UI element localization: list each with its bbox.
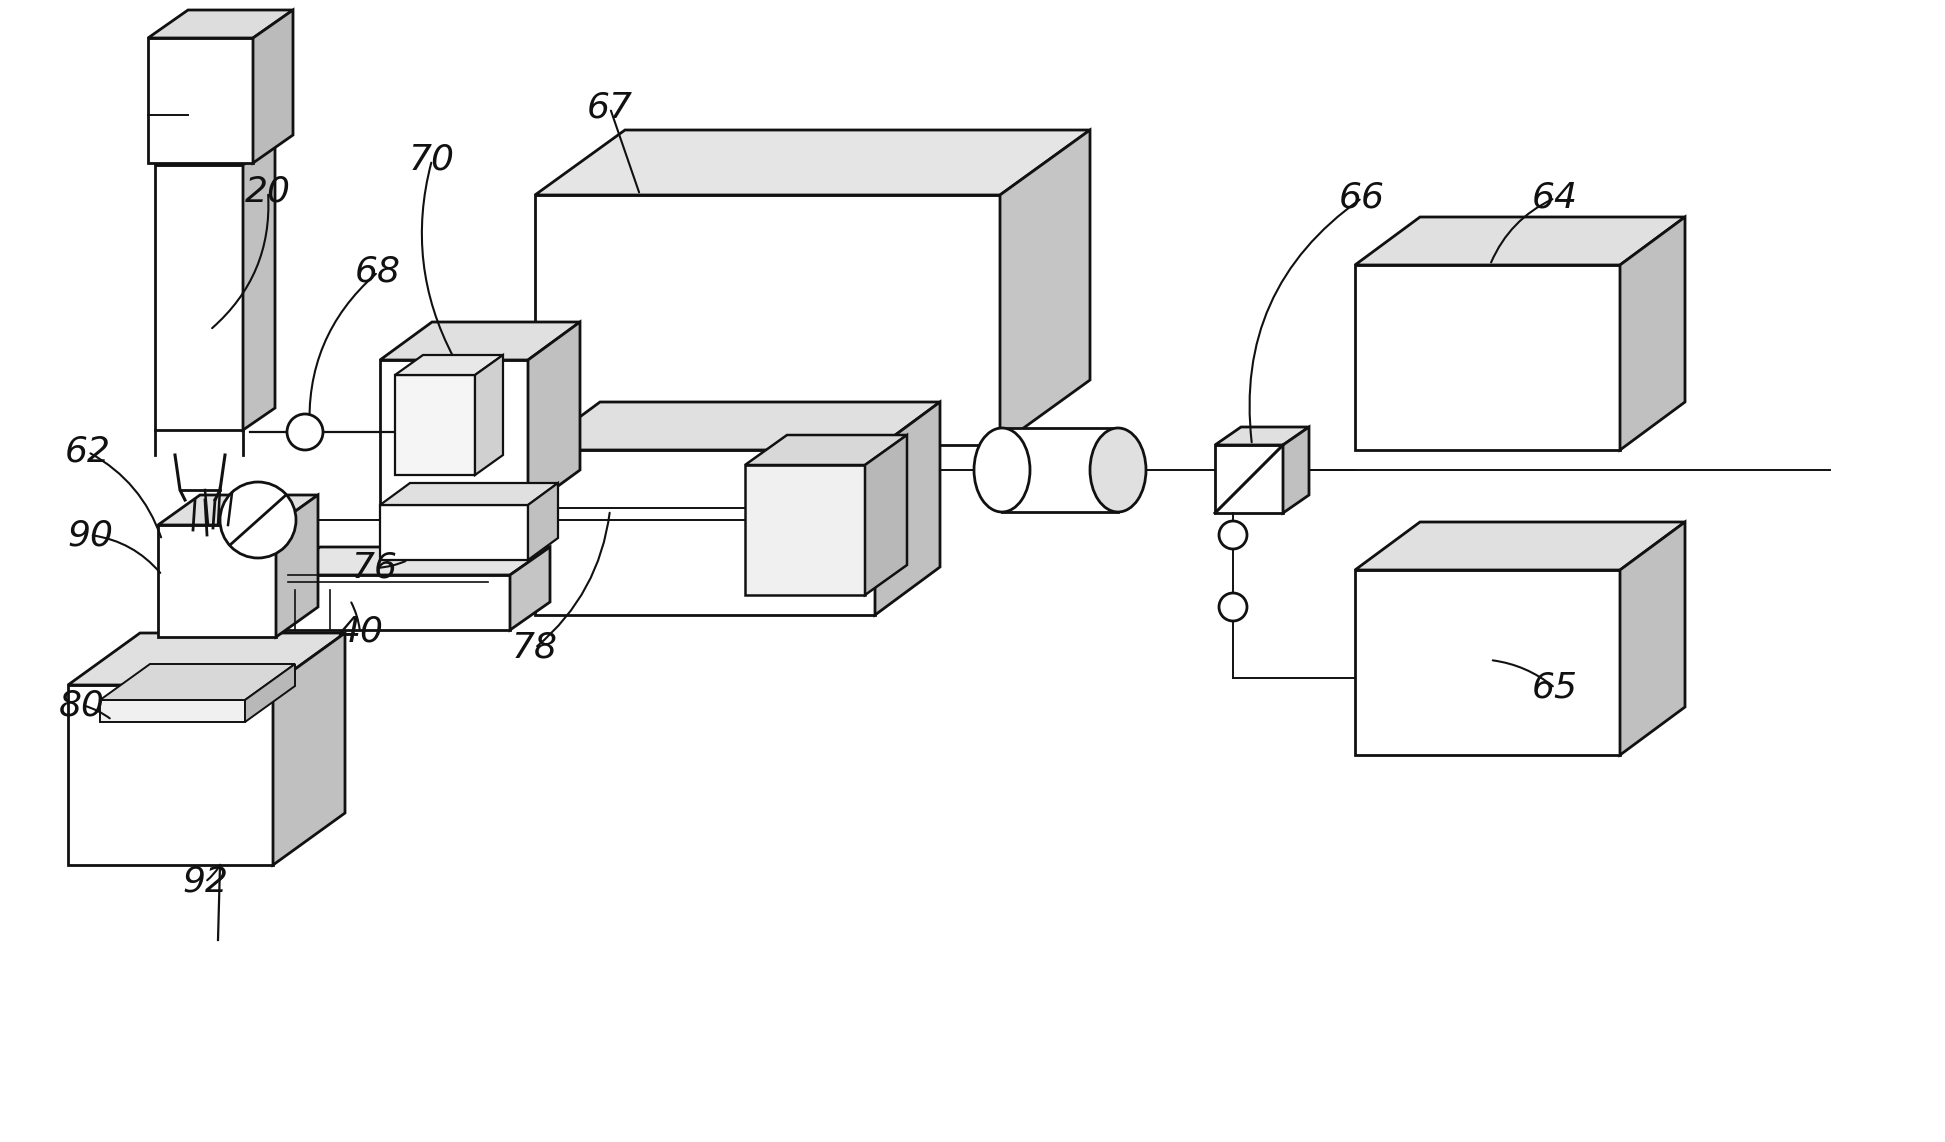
Polygon shape (1356, 570, 1620, 755)
Polygon shape (395, 355, 504, 375)
Polygon shape (535, 402, 939, 450)
Polygon shape (1356, 217, 1684, 265)
Polygon shape (1620, 217, 1684, 450)
Circle shape (1220, 521, 1247, 549)
Text: 65: 65 (1533, 671, 1577, 705)
Polygon shape (156, 164, 243, 431)
Polygon shape (272, 633, 344, 864)
Polygon shape (99, 664, 296, 700)
Polygon shape (245, 664, 296, 722)
Polygon shape (243, 143, 274, 431)
Polygon shape (179, 617, 286, 637)
Polygon shape (535, 195, 1000, 445)
Polygon shape (68, 633, 344, 685)
Polygon shape (1002, 428, 1118, 512)
Polygon shape (68, 685, 272, 864)
Polygon shape (179, 637, 259, 689)
Circle shape (220, 482, 296, 558)
Polygon shape (1356, 265, 1620, 450)
Polygon shape (1620, 522, 1684, 755)
Polygon shape (875, 402, 939, 616)
Polygon shape (1356, 522, 1684, 570)
Polygon shape (158, 525, 276, 637)
Polygon shape (156, 143, 274, 164)
Circle shape (288, 415, 323, 450)
Polygon shape (535, 130, 1089, 195)
Polygon shape (745, 465, 866, 595)
Text: 90: 90 (66, 518, 113, 552)
Text: 64: 64 (1533, 180, 1577, 215)
Text: 70: 70 (408, 143, 455, 177)
Ellipse shape (1089, 428, 1146, 512)
Polygon shape (379, 360, 527, 508)
Polygon shape (1216, 445, 1284, 513)
Polygon shape (379, 505, 527, 560)
Text: 76: 76 (352, 550, 399, 585)
Polygon shape (866, 435, 906, 595)
Text: 67: 67 (587, 91, 632, 124)
Text: 78: 78 (512, 632, 558, 665)
Polygon shape (527, 322, 580, 508)
Text: 20: 20 (245, 175, 292, 209)
Polygon shape (253, 10, 294, 163)
Polygon shape (158, 494, 317, 525)
Polygon shape (527, 483, 558, 560)
Polygon shape (745, 435, 906, 465)
Text: 68: 68 (356, 255, 401, 289)
Polygon shape (1000, 130, 1089, 445)
Text: 92: 92 (183, 864, 228, 899)
Circle shape (1220, 593, 1247, 621)
Polygon shape (510, 547, 550, 630)
Polygon shape (148, 10, 294, 38)
Polygon shape (1284, 427, 1309, 513)
Ellipse shape (974, 428, 1031, 512)
Polygon shape (395, 375, 475, 475)
Polygon shape (475, 355, 504, 475)
Text: 80: 80 (58, 687, 105, 722)
Polygon shape (379, 322, 580, 360)
Polygon shape (280, 576, 510, 630)
Polygon shape (99, 700, 245, 722)
Text: 40: 40 (336, 616, 383, 649)
Text: 66: 66 (1338, 180, 1385, 215)
Polygon shape (259, 617, 286, 689)
Polygon shape (1216, 427, 1309, 445)
Polygon shape (280, 547, 550, 576)
Polygon shape (535, 450, 875, 616)
Polygon shape (379, 483, 558, 505)
Text: 62: 62 (64, 435, 111, 469)
Polygon shape (148, 38, 253, 163)
Polygon shape (276, 494, 317, 637)
